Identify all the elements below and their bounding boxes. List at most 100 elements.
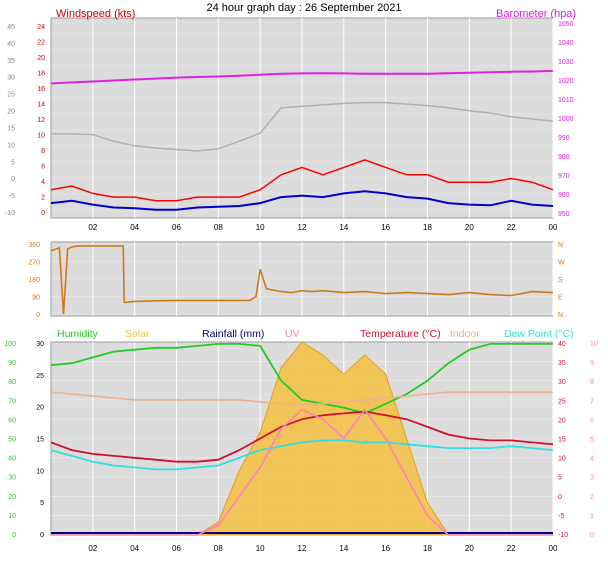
humidity-y-tick: 90 (8, 360, 16, 367)
temp-y-tick: 45 (7, 24, 15, 31)
uv-y-tick: 7 (590, 398, 594, 405)
temp-y-tick: 0 (558, 494, 562, 501)
wind-x-tick: 02 (88, 223, 97, 232)
baro-axis-label: Barometer (hpa) (496, 8, 576, 20)
baro-y-tick: 970 (558, 173, 570, 180)
uv-y-tick: 1 (590, 513, 594, 520)
multi-x-tick: 04 (130, 544, 139, 553)
rain-y-tick: 10 (36, 468, 44, 475)
multi-x-tick: 02 (88, 544, 97, 553)
dir-y-tick: 90 (32, 295, 40, 302)
wind-x-tick: 12 (298, 223, 307, 232)
temperature-series (50, 410, 554, 463)
temp-y-tick: 5 (11, 159, 15, 166)
temp-y-tick: -5 (9, 193, 15, 200)
wind-y-tick: 2 (41, 195, 45, 202)
baro-y-tick: 1020 (558, 78, 574, 85)
uv-y-tick: 8 (590, 379, 594, 386)
wind-x-tick: 00 (549, 223, 558, 232)
temp-y-tick: 40 (7, 41, 15, 48)
temp-gray-series (51, 101, 554, 152)
wind-y-tick: 0 (41, 210, 45, 217)
multi-x-tick: 12 (298, 544, 307, 553)
legend-item: UV (285, 328, 300, 340)
rain-y-tick: 30 (36, 341, 44, 348)
wind-x-tick: 08 (214, 223, 223, 232)
indoor-series (50, 391, 553, 406)
humidity-y-tick: 0 (12, 532, 16, 539)
wind-y-tick: 12 (37, 117, 45, 124)
uv-y-tick: 6 (590, 417, 594, 424)
humidity-y-tick: 10 (8, 513, 16, 520)
dir-compass-tick: N (558, 242, 563, 249)
rain-y-tick: 15 (36, 437, 44, 444)
wind-x-tick: 10 (256, 223, 265, 232)
baro-y-tick: 950 (558, 211, 570, 218)
temp-y-tick: 20 (558, 417, 566, 424)
wind-avg-series (50, 190, 554, 211)
wind-x-tick: 06 (172, 223, 181, 232)
temp-y-tick: -10 (558, 532, 568, 539)
multi-x-tick: 10 (256, 544, 265, 553)
temp-y-tick: -5 (558, 513, 564, 520)
dewpoint-series (50, 439, 554, 471)
humidity-y-tick: 70 (8, 398, 16, 405)
legend-item: Temperature (°C) (360, 328, 441, 340)
uv-y-tick: 10 (590, 341, 598, 348)
dir-compass-tick: E (558, 295, 563, 302)
humidity-series (50, 343, 553, 415)
wind-x-tick: 04 (130, 223, 139, 232)
dir-compass-tick: S (558, 277, 563, 284)
baro-y-tick: 1030 (558, 59, 574, 66)
temp-y-tick: 10 (7, 142, 15, 149)
multi-x-tick: 00 (549, 544, 558, 553)
temp-y-tick: 0 (11, 176, 15, 183)
multi-x-tick: 14 (339, 544, 348, 553)
uv-y-tick: 9 (590, 360, 594, 367)
humidity-y-tick: 80 (8, 379, 16, 386)
wind-y-tick: 14 (37, 102, 45, 109)
wind-axis-label: Windspeed (kts) (56, 8, 135, 20)
temp-y-tick: 15 (558, 437, 566, 444)
wind-x-tick: 14 (339, 223, 348, 232)
uv-y-tick: 3 (590, 475, 594, 482)
baro-y-tick: 1050 (558, 21, 574, 28)
temp-y-tick: 35 (7, 58, 15, 65)
multi-x-tick: 16 (381, 544, 390, 553)
temp-y-tick: 30 (7, 75, 15, 82)
multi-x-tick: 22 (507, 544, 516, 553)
wind-y-tick: 8 (41, 148, 45, 155)
humidity-y-tick: 30 (8, 475, 16, 482)
temp-y-tick: 5 (558, 475, 562, 482)
uv-y-tick: 0 (590, 532, 594, 539)
humidity-y-tick: 100 (4, 341, 16, 348)
wind-gust-series (50, 159, 554, 202)
baro-y-tick: 980 (558, 154, 570, 161)
temp-y-tick: 40 (558, 341, 566, 348)
wind-y-tick: 24 (37, 24, 45, 31)
temp-y-tick: 35 (558, 360, 566, 367)
wind-x-tick: 22 (507, 223, 516, 232)
multi-x-tick: 06 (172, 544, 181, 553)
wind-y-tick: 22 (37, 40, 45, 47)
wind-x-tick: 18 (423, 223, 432, 232)
temp-y-tick: 30 (558, 379, 566, 386)
wind-x-tick: 16 (381, 223, 390, 232)
wind-y-tick: 10 (37, 133, 45, 140)
baro-y-tick: 990 (558, 135, 570, 142)
uv-y-tick: 4 (590, 456, 594, 463)
dir-y-tick: 0 (36, 312, 40, 319)
uv-y-tick: 2 (590, 494, 594, 501)
baro-y-tick: 960 (558, 192, 570, 199)
temp-y-tick: 25 (7, 92, 15, 99)
multi-x-tick: 08 (214, 544, 223, 553)
baro-y-tick: 1010 (558, 97, 574, 104)
dir-y-tick: 270 (28, 260, 40, 267)
uv-series (51, 408, 553, 536)
rain-y-tick: 0 (40, 532, 44, 539)
temp-y-tick: 20 (7, 109, 15, 116)
multi-x-tick: 18 (423, 544, 432, 553)
baro-series (50, 69, 554, 85)
legend-item: Rainfall (mm) (202, 328, 264, 340)
